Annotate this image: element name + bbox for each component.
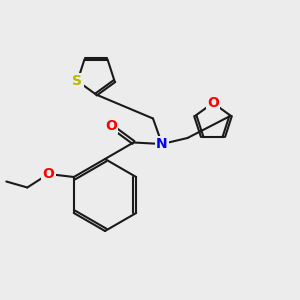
Text: S: S xyxy=(73,74,82,88)
Text: N: N xyxy=(156,137,168,151)
Text: O: O xyxy=(105,119,117,133)
Text: O: O xyxy=(207,96,219,110)
Text: O: O xyxy=(42,167,54,181)
